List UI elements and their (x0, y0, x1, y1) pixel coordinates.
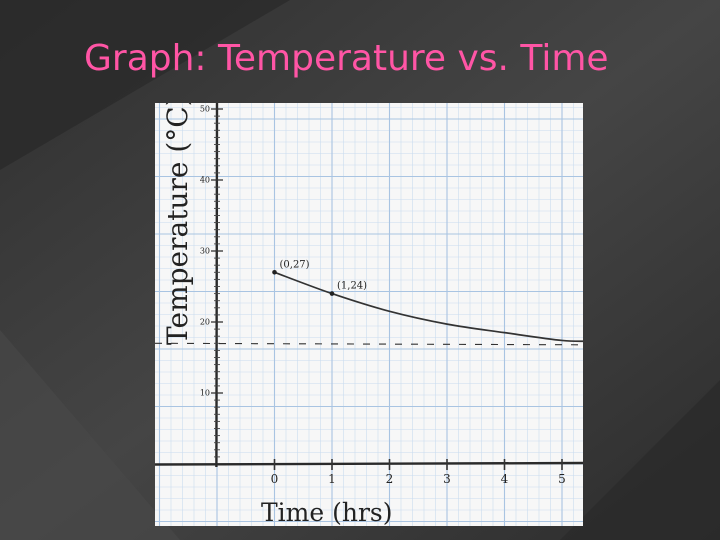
y-tick-label: 10 (200, 389, 210, 398)
dashed-reference-line (155, 342, 583, 346)
axes (155, 103, 583, 468)
x-tick-label: 4 (501, 472, 509, 486)
temperature-time-chart: 10 20 30 40 50 0 1 2 3 4 5 (0,27) (1,24) Time (hrs)… (155, 103, 583, 526)
data-point (329, 291, 335, 296)
y-tick-label: 20 (200, 318, 210, 327)
y-tick-label: 40 (200, 176, 210, 185)
data-point (272, 270, 277, 275)
reference-lines (155, 342, 583, 346)
point-label: (0,27) (280, 259, 310, 270)
x-tick-label: 5 (558, 472, 566, 486)
x-axis-line (155, 461, 583, 466)
y-tick-label: 30 (200, 247, 210, 256)
x-tick-label: 0 (271, 472, 279, 486)
background-facet-diag (0, 330, 180, 540)
ticks: 10 20 30 40 50 0 1 2 3 4 5 (200, 105, 566, 487)
annotations: (0,27) (1,24) (272, 259, 367, 296)
graph-paper-photo: 10 20 30 40 50 0 1 2 3 4 5 (0,27) (1,24) Time (hrs)… (155, 103, 583, 526)
y-axis-label: Temperature (°C) (161, 103, 194, 345)
background-facet-right (560, 380, 720, 540)
point-label: (1,24) (337, 281, 367, 292)
x-tick-label: 2 (386, 472, 394, 486)
x-tick-label: 1 (328, 472, 336, 486)
y-tick-label: 50 (200, 105, 210, 114)
x-axis-label: Time (hrs) (261, 498, 393, 526)
y-axis-line (215, 103, 219, 468)
background-facet-left (0, 0, 290, 170)
x-tick-label: 3 (443, 472, 451, 486)
slide-title: Graph: Temperature vs. Time (84, 38, 609, 79)
